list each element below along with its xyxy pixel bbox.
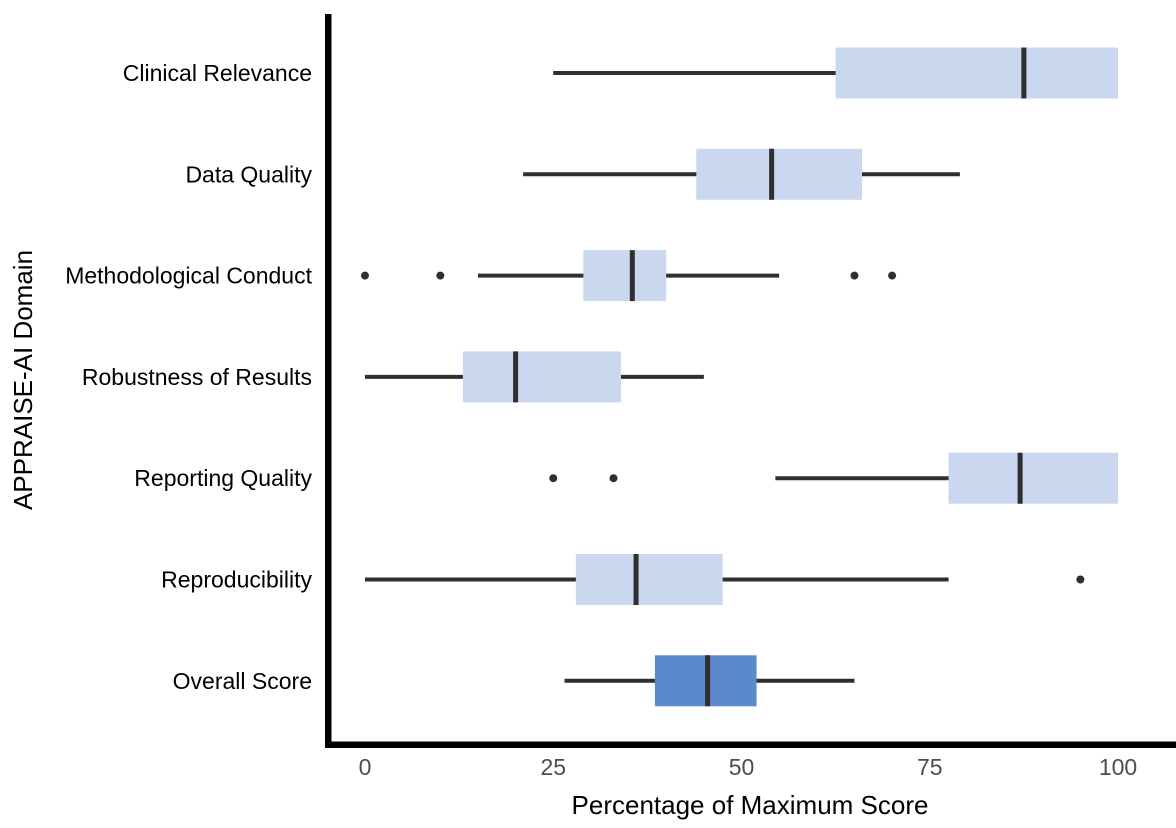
category-label-data-quality: Data Quality [185,161,312,187]
x-axis-title: Percentage of Maximum Score [572,790,929,820]
category-label-methodological-conduct: Methodological Conduct [65,263,312,289]
category-label-overall-score: Overall Score [173,668,312,694]
outlier-methodological-conduct-65 [850,271,859,280]
outlier-methodological-conduct-0 [361,271,369,280]
box-methodological-conduct [583,250,667,302]
x-tick-label-75: 75 [917,754,943,780]
category-label-reporting-quality: Reporting Quality [134,465,312,491]
x-tick-label-0: 0 [359,754,372,780]
box-robustness-of-results [462,351,622,403]
outlier-reporting-quality-33 [609,474,618,483]
plot-area: 0 25 50 75 100 Clinical Relevance Data Quality… [65,14,1176,780]
box-clinical-relevance [835,47,1118,99]
x-axis-line [325,741,1176,748]
outlier-methodological-conduct-10 [436,271,445,280]
box-reporting-quality [948,452,1118,504]
x-tick-label-100: 100 [1099,754,1137,780]
category-label-clinical-relevance: Clinical Relevance [123,60,312,86]
x-tick-label-50: 50 [729,754,755,780]
x-tick-label-25: 25 [540,754,566,780]
box-data-quality [696,148,862,200]
y-axis-title: APPRAISE-AI Domain [8,250,38,510]
outlier-reporting-quality-25 [549,474,558,483]
box-reproducibility [575,554,723,605]
outlier-methodological-conduct-70 [888,271,897,280]
category-label-robustness-of-results: Robustness of Results [82,364,312,390]
outlier-reproducibility-95 [1076,575,1085,584]
y-axis-line [325,14,332,748]
category-label-reproducibility: Reproducibility [161,567,312,593]
